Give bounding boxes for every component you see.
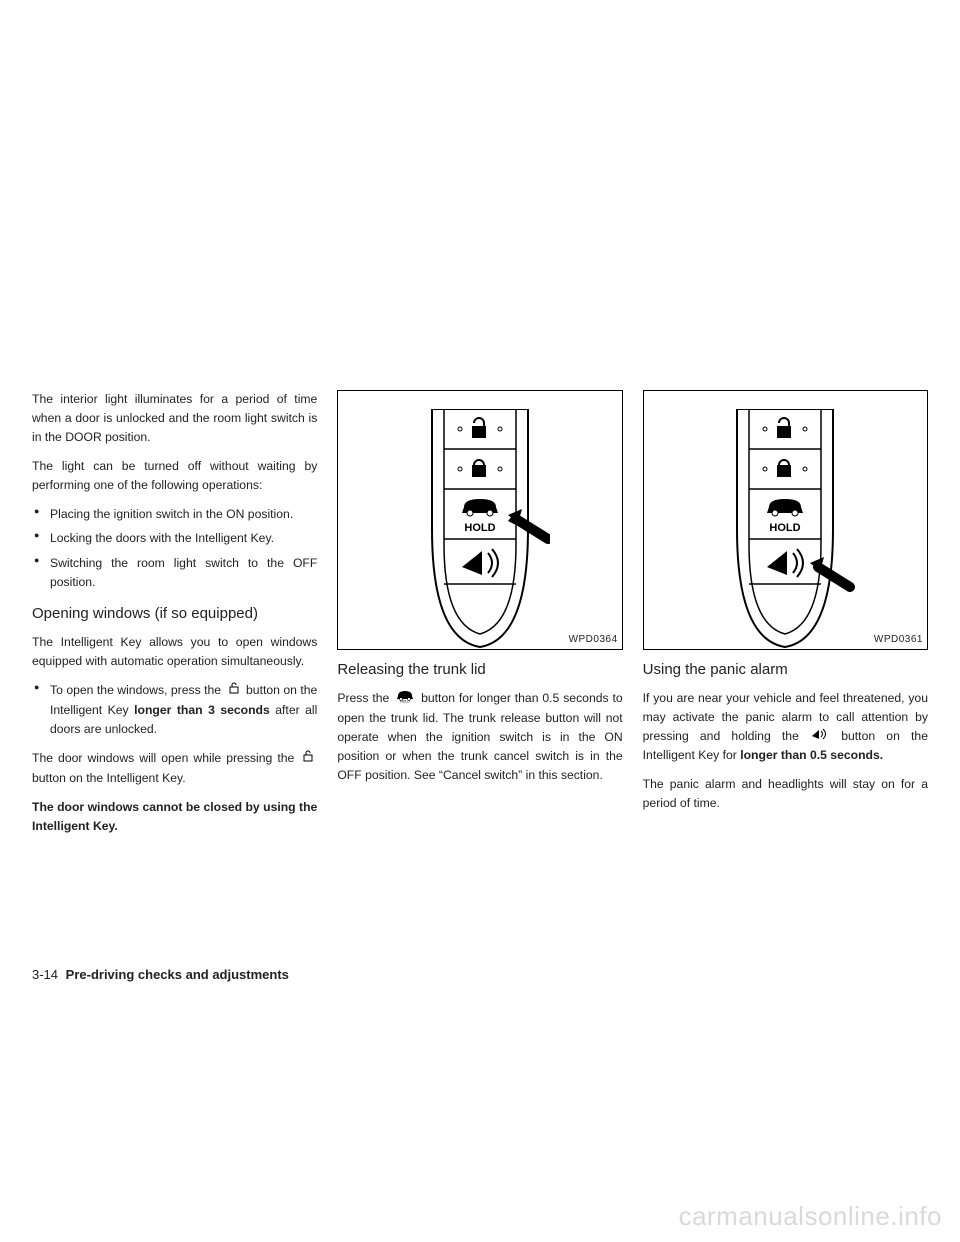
text-bold: longer than 3 seconds — [134, 703, 275, 717]
svg-text:HOLD: HOLD — [770, 522, 801, 534]
panic-icon — [812, 727, 828, 746]
watermark: carmanualsonline.info — [679, 1201, 942, 1232]
list-item: Switching the room light switch to the O… — [32, 554, 317, 592]
unlock-icon — [301, 749, 315, 769]
list-item: To open the windows, press the button on… — [32, 681, 317, 739]
page-content: The interior light illuminates for a per… — [32, 390, 928, 846]
svg-text:HOLD: HOLD — [464, 522, 495, 534]
figure-caption: WPD0361 — [874, 632, 923, 648]
page-footer: 3-14 Pre-driving checks and adjustments — [32, 967, 289, 982]
page-number: 3-14 — [32, 967, 58, 982]
unlock-icon — [227, 681, 241, 701]
column-2: HOLD WPD0364 Releasing th — [337, 390, 622, 846]
list-item: Placing the ignition switch in the ON po… — [32, 505, 317, 524]
remote-illustration: HOLD — [410, 409, 550, 649]
para-panic-2: The panic alarm and headlights will stay… — [643, 775, 928, 813]
car-hold-icon: HOLD — [395, 689, 415, 709]
column-1: The interior light illuminates for a per… — [32, 390, 317, 846]
bullet-list-2: To open the windows, press the button on… — [32, 681, 317, 739]
para-light-off: The light can be turned off without wait… — [32, 457, 317, 495]
subhead-panic: Using the panic alarm — [643, 658, 928, 681]
svg-text:HOLD: HOLD — [400, 700, 410, 704]
para-windows-open: The door windows will open while pressin… — [32, 749, 317, 788]
bullet-list-1: Placing the ignition switch in the ON po… — [32, 505, 317, 593]
text-fragment: The door windows will open while pressin… — [32, 751, 294, 765]
text-fragment: To open the windows, press the — [50, 683, 221, 697]
para-interior-light: The interior light illuminates for a per… — [32, 390, 317, 447]
text-fragment: Press the — [337, 691, 389, 705]
figure-caption: WPD0364 — [569, 632, 618, 648]
text-fragment: button on the Intelligent Key. — [32, 771, 186, 785]
para-trunk: Press the HOLD button for longer than 0.… — [337, 689, 622, 785]
list-item: Locking the doors with the Intelligent K… — [32, 529, 317, 548]
subhead-trunk: Releasing the trunk lid — [337, 658, 622, 681]
figure-remote-panic: HOLD WPD0361 — [643, 390, 928, 650]
remote-illustration: HOLD — [715, 409, 855, 649]
para-cannot-close: The door windows cannot be closed by usi… — [32, 798, 317, 836]
subhead-opening-windows: Opening windows (if so equipped) — [32, 602, 317, 625]
para-intelligent-key: The Intelligent Key allows you to open w… — [32, 633, 317, 671]
section-title: Pre-driving checks and adjustments — [66, 967, 289, 982]
column-3: HOLD WPD0361 Using the panic alarm If — [643, 390, 928, 846]
para-panic-1: If you are near your vehicle and feel th… — [643, 689, 928, 765]
text-bold: longer than 0.5 seconds. — [740, 748, 883, 762]
figure-remote-trunk: HOLD WPD0364 — [337, 390, 622, 650]
